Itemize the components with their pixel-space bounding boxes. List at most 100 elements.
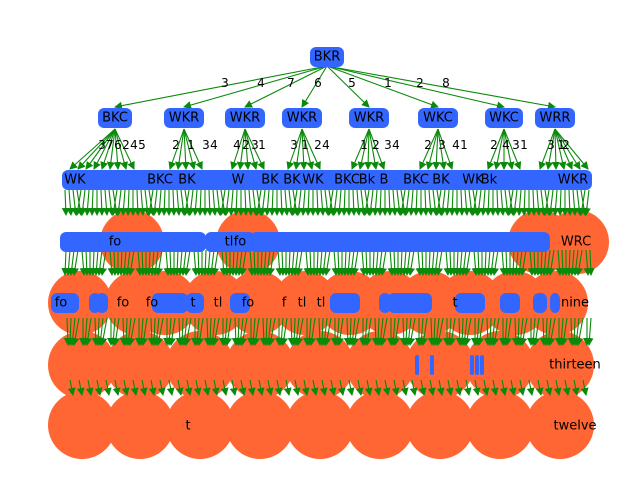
tree-edge — [520, 189, 529, 216]
level2-node-label: BK — [432, 173, 450, 188]
tree-edge — [308, 317, 316, 346]
tree-edge — [334, 249, 343, 276]
tree-edge — [435, 317, 444, 346]
edge-label: 4 — [233, 138, 241, 152]
tree-edge — [92, 249, 101, 276]
level3-node-label: fo — [234, 235, 247, 250]
tree-edge — [443, 189, 452, 216]
tree-edge — [463, 249, 472, 276]
tree-edge — [113, 128, 122, 170]
tree-edge — [64, 249, 73, 276]
tree-edge — [351, 128, 370, 170]
tree-edge — [89, 249, 98, 276]
tree-edge — [146, 189, 155, 216]
tree-edge — [166, 379, 175, 396]
level4-pill — [533, 293, 547, 313]
tree-edge — [232, 189, 241, 216]
tree-edge — [412, 189, 421, 216]
tree-edge — [481, 379, 490, 396]
tree-edge — [191, 189, 200, 216]
tree-edge — [168, 317, 176, 346]
tree-edge — [196, 189, 205, 216]
tree-edge — [346, 379, 355, 396]
tree-edge — [434, 189, 443, 216]
level4-pill — [330, 293, 360, 313]
tree-edge — [155, 189, 164, 216]
level4-node-label: fo — [146, 296, 159, 311]
tree-edge — [61, 189, 70, 216]
tree-edge — [326, 65, 505, 110]
tree-edge — [390, 189, 399, 216]
tree-edge — [239, 317, 248, 346]
tree-edge — [418, 379, 427, 396]
level4-pill — [379, 293, 391, 313]
tree-edge — [359, 189, 368, 216]
tree-edge — [93, 128, 116, 170]
tree-edge — [448, 317, 456, 346]
tree-edge — [419, 128, 439, 170]
tree-edge — [562, 379, 571, 396]
tree-edge — [479, 189, 488, 216]
tree-edge — [243, 128, 252, 170]
tree-edge — [194, 249, 203, 276]
tree-edge — [282, 189, 291, 216]
level2-node-label: Bk — [481, 173, 498, 188]
tree-edge — [193, 379, 202, 396]
level3-bar — [120, 232, 206, 252]
tree-edge — [67, 249, 76, 276]
tree-edge — [373, 379, 382, 396]
deep-node — [286, 391, 354, 459]
edge-label: 1 — [360, 138, 368, 152]
tree-edge — [340, 189, 349, 216]
tree-edge — [169, 189, 178, 216]
tree-edge — [202, 379, 211, 396]
deep-node — [545, 210, 609, 274]
tree-edge — [99, 317, 108, 346]
tree-edge — [301, 128, 315, 170]
tree-edge — [316, 249, 325, 276]
tree-edge — [285, 249, 294, 276]
tree-edge — [504, 317, 512, 346]
tree-edge — [252, 317, 260, 346]
tree-edge — [336, 317, 344, 346]
level4-node-label: tl — [298, 296, 307, 311]
level1-node-label: WKR — [354, 111, 384, 126]
tree-edge — [294, 189, 303, 216]
tree-edge — [323, 189, 332, 216]
tree-edge — [130, 379, 139, 396]
tree-edge — [299, 189, 308, 216]
tree-edge — [369, 249, 378, 276]
tree-edge — [229, 379, 238, 396]
tree-edge — [184, 379, 193, 396]
tree-edge — [435, 249, 444, 276]
edge-group — [61, 65, 595, 396]
edge-label: 3 — [438, 138, 446, 152]
tree-edge — [499, 379, 508, 396]
tree-edge — [119, 189, 128, 216]
tree-edge — [176, 249, 185, 276]
tree-edge — [402, 189, 411, 216]
edge-label: 4 — [392, 138, 400, 152]
edge-label: 4 — [130, 138, 138, 152]
tree-edge — [211, 249, 220, 276]
tree-edge — [291, 249, 300, 276]
tree-edge — [443, 249, 452, 276]
tree-edge — [244, 128, 265, 170]
root-node-label: BKR — [314, 50, 340, 65]
tree-edge — [519, 249, 528, 276]
level1-node-label: BKC — [102, 111, 128, 126]
tree-edge — [354, 189, 363, 216]
tree-edge — [103, 379, 112, 396]
tree-edge — [258, 189, 267, 216]
tree-edge — [481, 249, 490, 276]
tree-edge — [403, 249, 412, 276]
tree-edge — [179, 249, 188, 276]
tree-edge — [304, 189, 313, 216]
tree-edge — [331, 249, 340, 276]
tree-edge — [236, 128, 246, 170]
tree-edge — [438, 189, 447, 216]
tree-edge — [556, 189, 565, 216]
tree-edge — [454, 379, 463, 396]
tree-edge — [436, 379, 445, 396]
tree-edge — [535, 379, 544, 396]
